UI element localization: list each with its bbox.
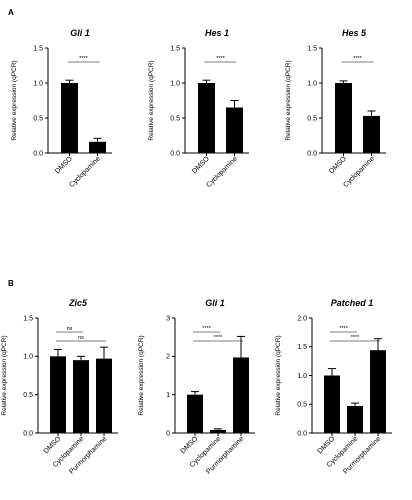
bar (187, 394, 203, 433)
x-tick-label: DMSO (54, 155, 74, 175)
x-tick-label: DMSO (180, 435, 200, 455)
x-tick-label: DMSO (43, 435, 63, 455)
bar (347, 405, 363, 433)
y-tick-label: 0.0 (170, 150, 180, 157)
chart-title: Hes 1 (205, 28, 229, 38)
bar (324, 375, 340, 433)
y-axis-label: Relative expression (qPCR) (148, 60, 155, 140)
y-tick-label: 0.0 (307, 150, 317, 157)
chart-b-zic5: Zic5 Relative expression (qPCR) 0.0 0.5 1.0 1… (1, 298, 118, 476)
y-tick-label: 1.0 (23, 354, 33, 361)
bar (96, 358, 112, 433)
y-tick-label: 1.0 (307, 80, 317, 87)
bar (50, 356, 66, 433)
y-axis-label: Relative expression (qPCR) (138, 335, 145, 415)
y-tick-label: 1.0 (170, 80, 180, 87)
chart-a-hes5: Hes 5 Relative expression (qPCR) 0.0 0.5 1.0… (285, 28, 386, 189)
significance-label: **** (216, 56, 225, 62)
y-tick-label: 1.5 (23, 315, 33, 322)
y-axis-label: Relative expression (qPCR) (11, 60, 18, 140)
chart-a-gli1: Gli 1 Relative expression (qPCR) 0.0 0.5 1.0… (11, 28, 112, 189)
y-tick-label: 0.5 (170, 115, 180, 122)
bar (61, 83, 78, 153)
bar (226, 107, 243, 153)
chart-a-hes1: Hes 1 Relative expression (qPCR) 0.0 0.5 1.0… (148, 28, 249, 189)
y-tick-label: 1.5 (33, 45, 43, 52)
y-tick-label: 0.0 (23, 430, 33, 437)
y-tick-label: 0 (166, 430, 170, 437)
bar (363, 115, 380, 153)
bar (210, 429, 226, 433)
significance-label: **** (353, 56, 362, 62)
x-tick-label: DMSO (317, 435, 337, 455)
chart-title: Hes 5 (342, 28, 367, 38)
x-tick-label: DMSO (191, 155, 211, 175)
y-tick-label: 2.0 (297, 315, 307, 322)
significance-label: ns (78, 335, 84, 341)
x-tick-label: DMSO (328, 155, 348, 175)
chart-title: Zic5 (68, 298, 88, 308)
y-tick-label: 2 (166, 354, 170, 361)
y-axis-label: Relative expression (qPCR) (285, 60, 292, 140)
y-tick-label: 3 (166, 315, 170, 322)
significance-label: **** (339, 326, 348, 332)
y-tick-label: 1.5 (307, 45, 317, 52)
significance-label: ns (67, 326, 73, 332)
y-tick-label: 0.0 (297, 430, 307, 437)
bar (370, 350, 386, 433)
y-tick-label: 1.5 (297, 344, 307, 351)
panel-letter-b: B (8, 279, 14, 288)
y-axis-label: Relative expression (qPCR) (275, 335, 282, 415)
bar (198, 83, 215, 153)
chart-title: Gli 1 (205, 298, 225, 308)
y-tick-label: 0.5 (23, 392, 33, 399)
y-tick-label: 1.0 (297, 373, 307, 380)
panel-letter-a: A (8, 8, 14, 17)
significance-label: **** (79, 56, 88, 62)
chart-title: Patched 1 (331, 298, 374, 308)
chart-b-patched1: Patched 1 Relative expression (qPCR) 0.0 0.… (275, 298, 392, 476)
bar (73, 360, 89, 433)
y-tick-label: 1.0 (33, 80, 43, 87)
y-axis-label: Relative expression (qPCR) (1, 335, 8, 415)
bar (335, 83, 352, 153)
y-tick-label: 0.5 (33, 115, 43, 122)
y-tick-label: 1 (166, 392, 170, 399)
bar (89, 141, 106, 153)
y-tick-label: 0.0 (33, 150, 43, 157)
bar (233, 357, 249, 433)
y-tick-label: 1.5 (170, 45, 180, 52)
chart-title: Gli 1 (70, 28, 90, 38)
y-tick-label: 0.5 (307, 115, 317, 122)
y-tick-label: 0.5 (297, 402, 307, 409)
significance-label: **** (202, 326, 211, 332)
significance-label: **** (351, 335, 360, 341)
significance-label: **** (214, 335, 223, 341)
